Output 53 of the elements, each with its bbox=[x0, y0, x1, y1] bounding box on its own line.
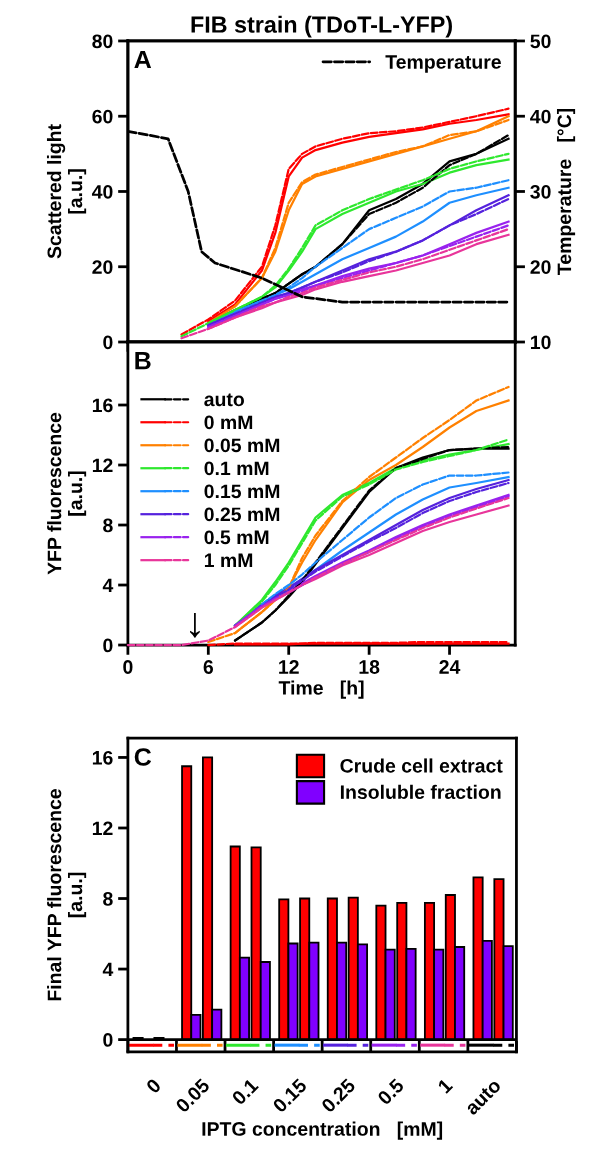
y-tick-label: 20 bbox=[92, 260, 113, 274]
legend-label: 0.5 mM bbox=[204, 530, 269, 545]
annotation: B bbox=[135, 352, 151, 370]
x-tick-label: 0 bbox=[145, 1077, 162, 1095]
legend-label: 0.1 mM bbox=[204, 461, 269, 476]
y-tick-label: 0 bbox=[103, 1033, 113, 1047]
y-tick-label: 0 bbox=[103, 335, 113, 350]
y-tick-label: 8 bbox=[103, 518, 113, 533]
y-tick-label: 4 bbox=[102, 962, 114, 977]
legend-label: Temperature bbox=[385, 55, 501, 73]
legend-label: Insoluble fraction bbox=[340, 784, 501, 800]
y-tick-label: 80 bbox=[92, 34, 113, 49]
x-tick-label: 0 bbox=[123, 660, 133, 674]
legend-label: 0.05 mM bbox=[204, 438, 280, 453]
y-axis-title: Final YFP fluorescence [a.u.] bbox=[47, 789, 87, 1001]
legend-label: 0.25 mM bbox=[204, 507, 280, 522]
y-tick-label: 12 bbox=[92, 821, 113, 836]
x-tick-label: 18 bbox=[359, 660, 380, 674]
y-axis-title: YFP fluorescence [a.u.] bbox=[47, 412, 87, 575]
x-axis-title: IPTG concentration [mM] bbox=[202, 1121, 443, 1140]
legend-label: Crude cell extract bbox=[340, 758, 503, 773]
y-tick-label: 0 bbox=[103, 638, 113, 653]
x-tick-label: 24 bbox=[439, 660, 461, 674]
y2-tick-label: 40 bbox=[530, 109, 551, 124]
y-tick-label: 60 bbox=[92, 109, 113, 124]
y2-tick-label: 30 bbox=[530, 184, 551, 199]
legend-label: 1 mM bbox=[204, 553, 253, 567]
y-tick-label: 4 bbox=[102, 578, 114, 593]
annotation: ↓ bbox=[190, 612, 200, 638]
chart-title: FIB strain (TDoT-L-YFP) bbox=[191, 15, 452, 38]
y2-tick-label: 10 bbox=[531, 335, 551, 350]
legend-label: 0.15 mM bbox=[204, 484, 280, 499]
y-tick-label: 16 bbox=[92, 398, 113, 413]
y-axis-title: Scattered light [a.u.] bbox=[46, 124, 87, 259]
x-tick-label: 0.1 bbox=[231, 1077, 260, 1106]
x-axis-title: Time [h] bbox=[278, 680, 364, 699]
x-tick-label: 0.25 bbox=[320, 1077, 357, 1114]
legend-label: 0 mM bbox=[204, 415, 253, 430]
x-tick-label: auto bbox=[464, 1078, 502, 1116]
x-tick-label: 12 bbox=[279, 660, 299, 674]
legend-label: auto bbox=[204, 393, 245, 407]
x-tick-label: 6 bbox=[203, 660, 214, 674]
y2-axis-title: Temperature [°C] bbox=[556, 108, 576, 275]
x-tick-label: 1 bbox=[437, 1077, 454, 1094]
y-tick-label: 16 bbox=[92, 750, 113, 765]
annotation: C bbox=[134, 748, 152, 766]
x-tick-label: 0.5 bbox=[376, 1077, 405, 1106]
y-tick-label: 40 bbox=[91, 184, 113, 199]
y-tick-label: 12 bbox=[92, 458, 113, 473]
annotation: A bbox=[134, 50, 152, 69]
y-tick-label: 8 bbox=[103, 891, 113, 906]
y2-tick-label: 50 bbox=[530, 34, 551, 49]
y2-tick-label: 20 bbox=[530, 260, 551, 274]
